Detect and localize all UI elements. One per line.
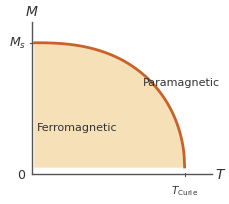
Text: $0$: $0$ — [17, 168, 26, 181]
Text: $T$: $T$ — [215, 168, 226, 182]
Polygon shape — [35, 43, 185, 167]
Text: $M$: $M$ — [25, 5, 39, 19]
Text: $T_{\mathrm{Curie}}$: $T_{\mathrm{Curie}}$ — [171, 183, 198, 197]
Text: Ferromagnetic: Ferromagnetic — [37, 123, 117, 133]
Text: Paramagnetic: Paramagnetic — [143, 78, 220, 88]
Text: $M_s$: $M_s$ — [9, 36, 26, 51]
